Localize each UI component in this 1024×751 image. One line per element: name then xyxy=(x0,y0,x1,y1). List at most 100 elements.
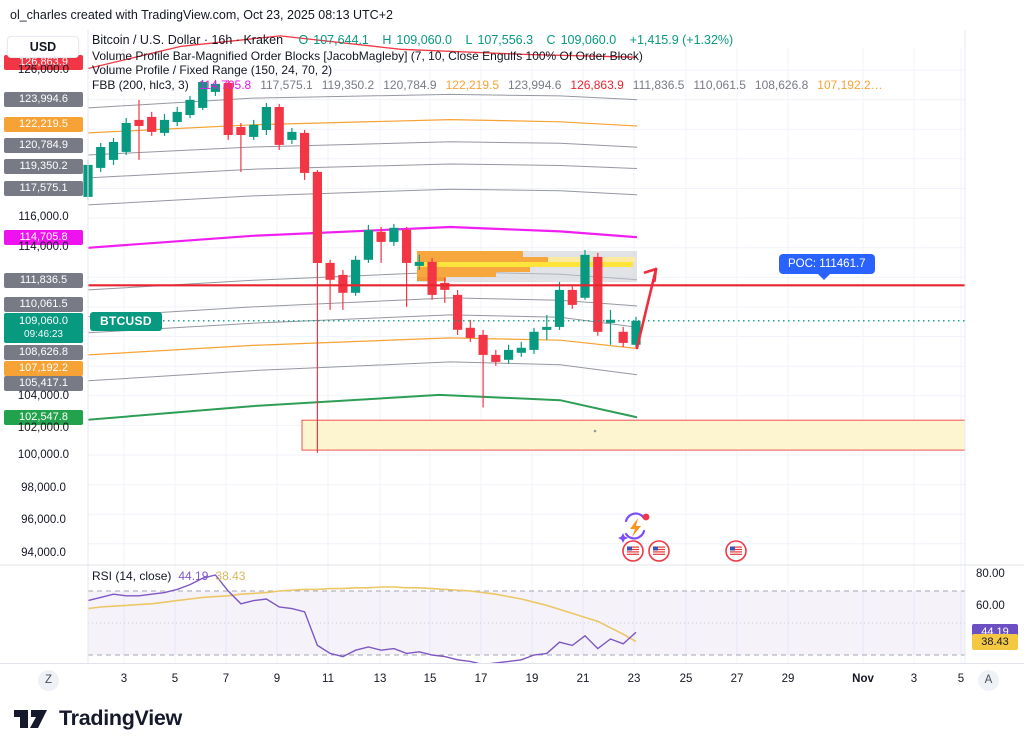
fbb-band-value: 110,061.5 xyxy=(693,78,746,92)
fbb-upper-3 xyxy=(87,35,638,70)
rsi-ma-line xyxy=(87,586,637,643)
time-axis-label: 13 xyxy=(373,673,387,685)
volume-profile xyxy=(417,251,637,282)
change-value: +1,415.9 (+1.32%) xyxy=(629,33,734,47)
fbb-mid xyxy=(87,225,638,249)
price-axis-label: 126,000.0 xyxy=(17,64,70,76)
price-axis-label: 107,192.2 xyxy=(4,361,83,376)
symbol-legend-row[interactable]: Bitcoin / U.S. Dollar · 16h · Kraken O 10… xyxy=(92,33,738,47)
fbb-g4 xyxy=(87,188,638,206)
price-axis-label: 94,000.0 xyxy=(21,547,66,559)
price-axis-label: 102,547.8 xyxy=(4,410,83,425)
ohlc-high: H 109,060.0 xyxy=(382,33,452,47)
fbb-band-value: 122,219.5 xyxy=(445,78,499,92)
tradingview-logo-icon xyxy=(14,710,47,728)
time-axis-label: 29 xyxy=(781,673,795,685)
chart-credit-text: ol_charles created with TradingView.com,… xyxy=(10,8,393,22)
us-flag-event-icon[interactable] xyxy=(725,540,747,562)
time-axis-label: 27 xyxy=(730,673,744,685)
price-axis-label: 105,417.1 xyxy=(4,376,83,391)
currency-toggle-button[interactable]: USD xyxy=(7,36,79,58)
rsi-line xyxy=(87,574,637,666)
price-axis-label: 100,000.0 xyxy=(17,449,70,461)
fbb-values: 114,705.8 117,575.1 119,350.2 120,784.9 122,… xyxy=(199,78,892,92)
fbb-g2 xyxy=(87,141,638,156)
time-axis-label: 23 xyxy=(627,673,641,685)
price-axis-label: 126,863.9 xyxy=(4,55,83,70)
time-axis-label: 19 xyxy=(525,673,539,685)
time-axis-label: 25 xyxy=(679,673,693,685)
ohlc-low: L 107,556.3 xyxy=(465,33,534,47)
fbb-lower-1o xyxy=(87,337,638,356)
time-axis-label: 17 xyxy=(474,673,488,685)
price-axis-label: 114,705.8 xyxy=(4,230,83,245)
price-axis-label: 102,000.0 xyxy=(17,422,70,434)
time-axis-label: 9 xyxy=(273,673,281,685)
price-axis-label: 109,060.0 09:46:23 xyxy=(4,313,83,343)
price-axis-label: 108,626.8 xyxy=(4,345,83,360)
time-axis-label: 11 xyxy=(322,673,334,685)
time-axis-label: 7 xyxy=(222,673,230,685)
symbol-title: Bitcoin / U.S. Dollar · 16h · Kraken xyxy=(92,33,284,47)
price-axis-label: 110,061.5 xyxy=(4,297,83,312)
economic-event-icon[interactable] xyxy=(618,512,650,543)
fbb-upper-2 xyxy=(87,93,638,109)
price-axis-label: 117,575.1 xyxy=(4,181,83,196)
price-axis-label: 96,000.0 xyxy=(21,514,66,526)
fbb-band-value: 123,994.6 xyxy=(508,78,562,92)
rsi-axis-label: 80.00 xyxy=(976,568,1005,580)
price-axis-label: 98,000.0 xyxy=(21,482,66,494)
time-axis-label: Nov xyxy=(852,673,874,685)
indicator-legend-order-blocks[interactable]: Volume Profile Bar-Magnified Order Block… xyxy=(92,49,643,63)
ohlc-open: O 107,644.1 xyxy=(298,33,369,47)
fbb-band-value: 107,192.2… xyxy=(817,78,883,92)
price-axis-label: 104,000.0 xyxy=(17,390,70,402)
fbb-band-value: 119,350.2 xyxy=(321,78,375,92)
rsi-legend-row[interactable]: RSI (14, close) 44.19 38.43 xyxy=(92,569,245,583)
time-axis-label: 3 xyxy=(910,673,918,685)
indicator-legend-volume-profile[interactable]: Volume Profile / Fixed Range (150, 24, 7… xyxy=(92,63,333,77)
fbb-g7 xyxy=(87,314,638,334)
ohlc-close: C 109,060.0 xyxy=(546,33,617,47)
range-box-drawing xyxy=(301,419,966,451)
rsi-axis-label: 60.00 xyxy=(976,600,1005,612)
rsi-axis[interactable]: 80.00 60.00 44.19 38.43 xyxy=(966,0,1024,663)
price-axis-label: 120,784.9 xyxy=(4,138,83,153)
fbb-lower-3 xyxy=(87,393,638,421)
price-axis-label: 122,219.5 xyxy=(4,117,83,132)
us-flag-event-icon[interactable] xyxy=(648,540,670,562)
price-axis[interactable]: 126,863.9 126,000.0 123,994.6 122,219.5 120,… xyxy=(0,0,88,700)
fbb-band-value: 111,836.5 xyxy=(632,78,685,92)
poc-tooltip[interactable]: POC: 111461.7 xyxy=(779,254,875,280)
price-axis-label: 116,000.0 xyxy=(18,211,69,223)
symbol-price-line-label: BTCUSD xyxy=(90,312,162,331)
time-axis-label: 5 xyxy=(957,673,965,685)
fbb-band-value: 126,863.9 xyxy=(570,78,624,92)
rsi-value-badge: 38.43 xyxy=(972,633,1018,650)
price-axis-label: 123,994.6 xyxy=(4,92,83,107)
time-axis-label: 5 xyxy=(171,673,179,685)
time-axis-label: 3 xyxy=(120,673,128,685)
tradingview-footer-logo[interactable]: TradingView xyxy=(14,704,182,732)
fbb-band-value: 120,784.9 xyxy=(383,78,437,92)
fbb-g3 xyxy=(87,163,638,179)
fbb-upper-1o xyxy=(87,118,638,134)
rsi-ma-value: 38.43 xyxy=(215,569,246,583)
price-axis-label: 119,350.2 xyxy=(4,159,83,174)
time-axis-label: 15 xyxy=(423,673,437,685)
indicator-legend-fbb[interactable]: FBB (200, hlc3, 3) 114,705.8 117,575.1 119,… xyxy=(92,78,892,92)
fbb-band-value: 117,575.1 xyxy=(260,78,313,92)
auto-scale-button[interactable]: A xyxy=(978,670,999,691)
us-flag-event-icon[interactable] xyxy=(622,540,644,562)
price-axis-label: 114,000.0 xyxy=(18,241,69,253)
fbb-label: FBB (200, hlc3, 3) xyxy=(92,78,189,92)
rsi-label: RSI (14, close) xyxy=(92,569,172,583)
price-axis-label: 111,836.5 xyxy=(4,273,83,288)
fbb-g6 xyxy=(87,297,638,318)
arrow-drawing xyxy=(635,267,658,350)
timezone-button[interactable]: Z xyxy=(38,670,59,691)
time-axis[interactable]: 3 5 7 9 11 13 15 17 19 21 23 25 27 29 Nov 3 5 Z A xyxy=(0,663,1024,696)
fbb-g8 xyxy=(87,361,638,382)
